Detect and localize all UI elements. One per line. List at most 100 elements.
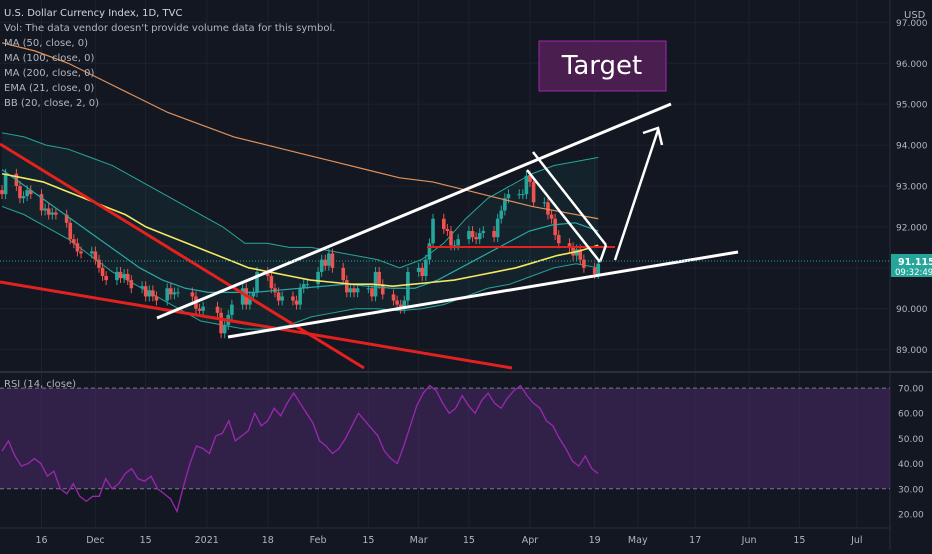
candle-body[interactable] bbox=[172, 292, 177, 295]
candle-body[interactable] bbox=[28, 190, 33, 195]
candle-body[interactable] bbox=[517, 194, 522, 196]
time-axis[interactable]: 16 Dec 15 2021 18 Feb 15 Mar 15 Apr 19 May 17 Jun 15 Ju… bbox=[35, 535, 862, 546]
candle-body[interactable] bbox=[280, 296, 284, 301]
target-arrow-shaft[interactable] bbox=[613, 129, 660, 261]
candle-body[interactable] bbox=[495, 218, 500, 238]
candle-body[interactable] bbox=[201, 306, 205, 311]
candle-body[interactable] bbox=[531, 181, 536, 203]
candle-body[interactable] bbox=[402, 300, 407, 309]
candle-body[interactable] bbox=[305, 284, 310, 286]
candle-body[interactable] bbox=[398, 304, 403, 309]
candle-body[interactable] bbox=[352, 288, 356, 293]
candle-body[interactable] bbox=[64, 214, 69, 223]
candle-body[interactable] bbox=[255, 271, 259, 293]
candles[interactable] bbox=[0, 168, 601, 339]
candle-body[interactable] bbox=[169, 288, 173, 295]
candle-body[interactable] bbox=[424, 259, 428, 276]
candle-body[interactable] bbox=[39, 194, 44, 211]
candle-body[interactable] bbox=[43, 208, 47, 211]
candle-body[interactable] bbox=[125, 273, 130, 281]
candle-body[interactable] bbox=[370, 288, 374, 297]
candle-body[interactable] bbox=[578, 249, 583, 260]
candle-body[interactable] bbox=[427, 243, 432, 260]
candle-body[interactable] bbox=[452, 245, 457, 247]
candle-body[interactable] bbox=[503, 198, 507, 211]
candle-body[interactable] bbox=[431, 218, 435, 244]
channel-bottom-cap[interactable] bbox=[598, 244, 608, 263]
candle-body[interactable] bbox=[341, 267, 346, 281]
candle-body[interactable] bbox=[470, 231, 475, 238]
candle-body[interactable] bbox=[3, 173, 8, 195]
candle-body[interactable] bbox=[21, 196, 26, 199]
candle-body[interactable] bbox=[467, 231, 471, 240]
candle-body[interactable] bbox=[18, 186, 22, 199]
candle-body[interactable] bbox=[104, 276, 108, 281]
candle-body[interactable] bbox=[269, 276, 274, 289]
candle-body[interactable] bbox=[574, 249, 579, 256]
candle-body[interactable] bbox=[582, 259, 586, 268]
candle-body[interactable] bbox=[348, 288, 353, 293]
candle-body[interactable] bbox=[190, 292, 195, 297]
candle-body[interactable] bbox=[151, 290, 155, 297]
channel-line-right[interactable] bbox=[532, 151, 607, 246]
candle-body[interactable] bbox=[499, 210, 504, 219]
candle-body[interactable] bbox=[72, 239, 76, 244]
candle-body[interactable] bbox=[445, 228, 450, 231]
candle-body[interactable] bbox=[197, 308, 202, 311]
candle-body[interactable] bbox=[251, 292, 256, 297]
candle-body[interactable] bbox=[298, 288, 302, 305]
wedge-upper-line[interactable] bbox=[156, 102, 672, 320]
candle-body[interactable] bbox=[0, 190, 4, 195]
candle-body[interactable] bbox=[129, 280, 134, 289]
candle-body[interactable] bbox=[391, 294, 396, 301]
red-trendline-upper[interactable] bbox=[0, 142, 365, 370]
candle-body[interactable] bbox=[596, 263, 601, 274]
candle-body[interactable] bbox=[542, 202, 547, 204]
candle-body[interactable] bbox=[481, 231, 486, 234]
candle-body[interactable] bbox=[140, 286, 144, 289]
candle-body[interactable] bbox=[294, 300, 299, 305]
candle-body[interactable] bbox=[319, 259, 324, 272]
candle-body[interactable] bbox=[345, 280, 349, 293]
candle-body[interactable] bbox=[122, 273, 126, 279]
candle-body[interactable] bbox=[219, 312, 223, 334]
drawings[interactable]: Target bbox=[0, 40, 739, 370]
candle-body[interactable] bbox=[377, 271, 381, 285]
candle-body[interactable] bbox=[215, 306, 220, 313]
candle-body[interactable] bbox=[553, 218, 557, 236]
candle-body[interactable] bbox=[524, 175, 529, 195]
candle-body[interactable] bbox=[276, 292, 281, 301]
candle-body[interactable] bbox=[301, 284, 306, 289]
candle-body[interactable] bbox=[571, 247, 575, 256]
candle-body[interactable] bbox=[355, 288, 360, 293]
candle-body[interactable] bbox=[528, 175, 532, 182]
candle-body[interactable] bbox=[546, 202, 550, 215]
candle-body[interactable] bbox=[420, 267, 425, 276]
candle-body[interactable] bbox=[592, 267, 597, 274]
candle-body[interactable] bbox=[506, 194, 511, 199]
candle-body[interactable] bbox=[449, 231, 453, 246]
candle-body[interactable] bbox=[330, 253, 335, 268]
candle-body[interactable] bbox=[68, 222, 73, 240]
candle-body[interactable] bbox=[75, 243, 80, 252]
candle-body[interactable] bbox=[154, 296, 159, 301]
candle-body[interactable] bbox=[477, 233, 482, 240]
candle-body[interactable] bbox=[492, 231, 496, 238]
candle-body[interactable] bbox=[291, 296, 295, 301]
candle-body[interactable] bbox=[416, 267, 421, 272]
candle-body[interactable] bbox=[176, 292, 180, 294]
candle-body[interactable] bbox=[406, 271, 410, 301]
candle-body[interactable] bbox=[50, 212, 55, 215]
candle-body[interactable] bbox=[366, 288, 371, 290]
candle-body[interactable] bbox=[230, 304, 234, 315]
candle-body[interactable] bbox=[115, 271, 119, 281]
candle-body[interactable] bbox=[456, 239, 460, 246]
candle-body[interactable] bbox=[323, 259, 328, 266]
candle-body[interactable] bbox=[567, 243, 572, 248]
candle-body[interactable] bbox=[474, 237, 478, 240]
channel-line-left[interactable] bbox=[526, 169, 601, 263]
candle-body[interactable] bbox=[165, 288, 170, 301]
candle-body[interactable] bbox=[118, 271, 123, 279]
candle-body[interactable] bbox=[46, 208, 51, 215]
